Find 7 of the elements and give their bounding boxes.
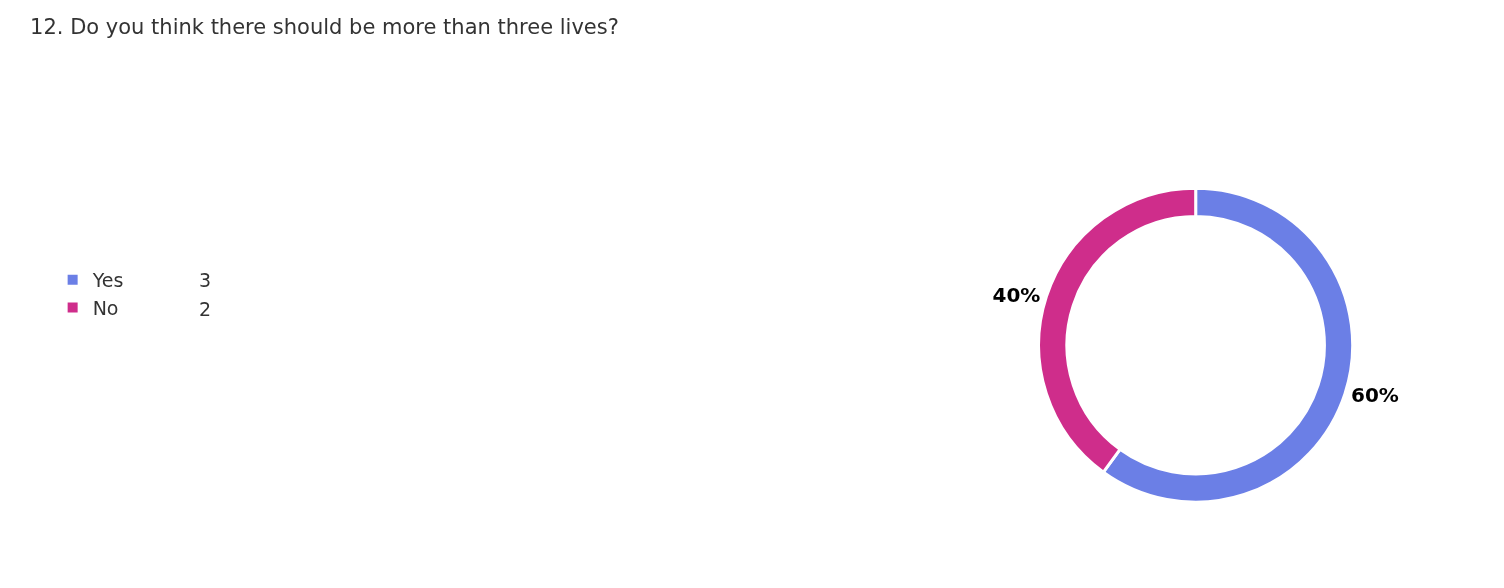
legend-label: Yes xyxy=(91,269,124,292)
data-label: 40% xyxy=(992,283,1041,308)
data-label: 60% xyxy=(1350,382,1399,407)
text: 3 xyxy=(199,269,212,291)
text: 2 xyxy=(199,298,212,320)
legend-label: No xyxy=(92,296,119,319)
chart-title: 12. Do you think there should be more than three lives? xyxy=(30,14,619,39)
